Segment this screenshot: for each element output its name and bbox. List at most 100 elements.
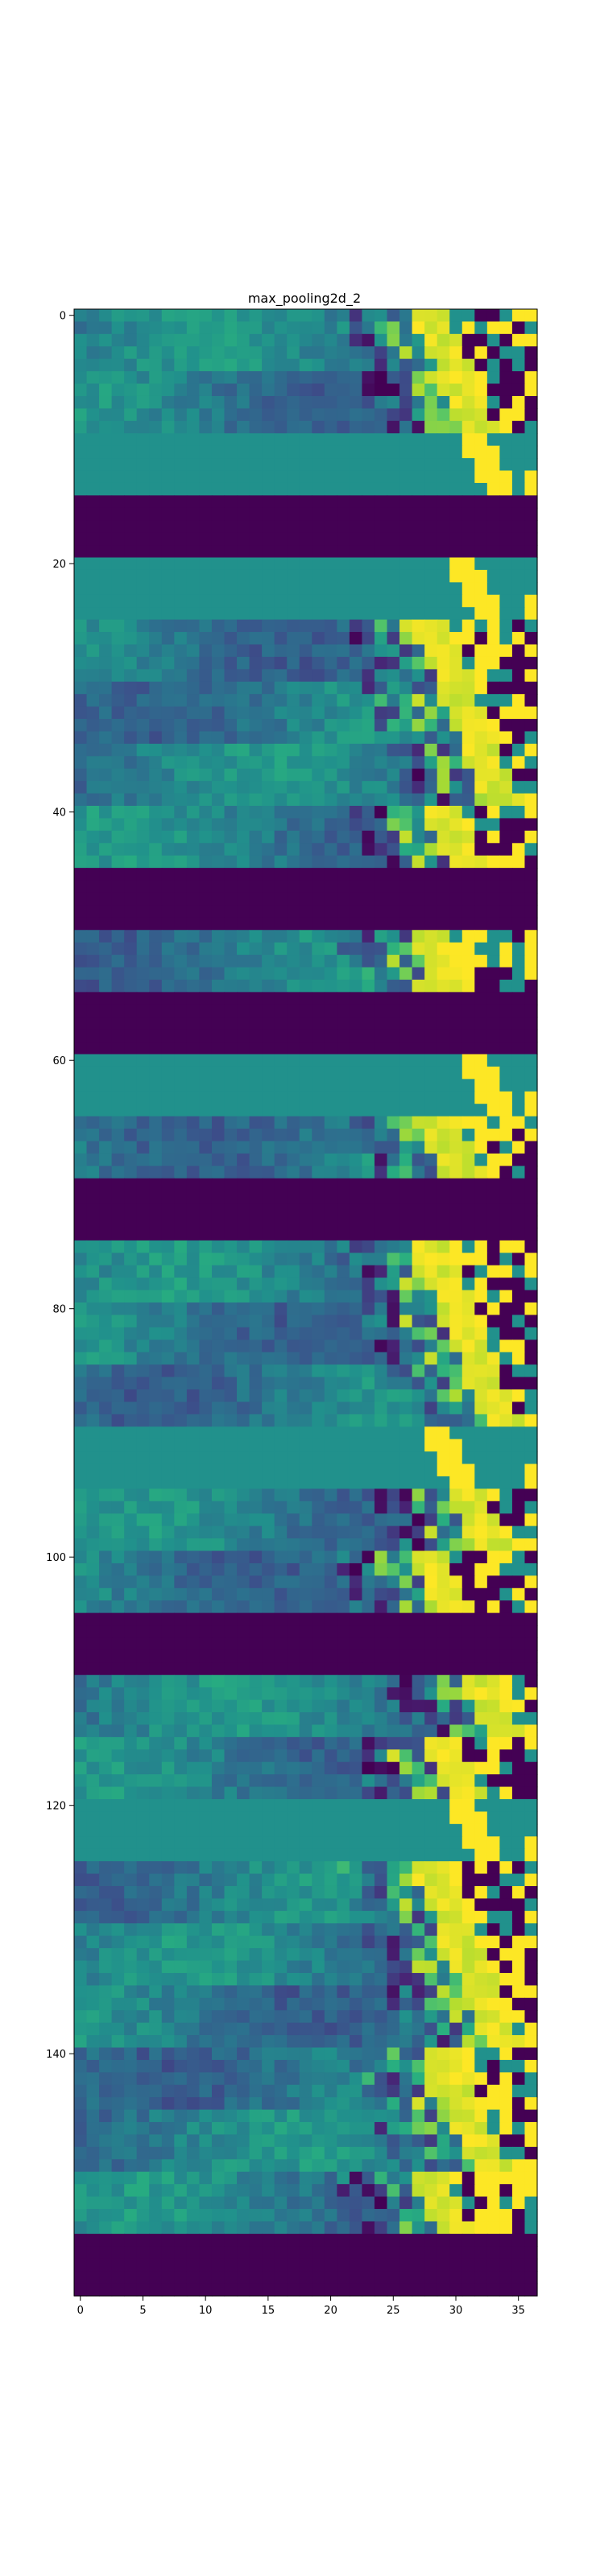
heatmap-cell	[111, 1501, 125, 1514]
heatmap-cell	[412, 1749, 425, 1763]
heatmap-cell	[387, 917, 400, 931]
heatmap-cell	[274, 756, 288, 770]
heatmap-cell	[287, 1079, 300, 1092]
heatmap-cell	[362, 830, 375, 844]
heatmap-cell	[99, 830, 113, 844]
heatmap-cell	[349, 520, 363, 534]
heatmap-cell	[287, 1600, 300, 1614]
heatmap-cell	[174, 1538, 188, 1552]
heatmap-cell	[111, 1340, 125, 1353]
heatmap-cell	[486, 719, 500, 733]
heatmap-cell	[211, 979, 226, 993]
heatmap-cell	[149, 1141, 163, 1154]
heatmap-cell	[199, 1203, 213, 1216]
heatmap-cell	[424, 1625, 438, 1639]
heatmap-cell	[86, 619, 100, 633]
heatmap-cell	[74, 1216, 88, 1229]
heatmap-cell	[312, 992, 325, 1005]
heatmap-cell	[499, 569, 513, 583]
heatmap-cell	[474, 1873, 488, 1887]
heatmap-cell	[524, 482, 538, 496]
heatmap-cell	[161, 1327, 175, 1340]
heatmap-cell	[299, 1426, 312, 1440]
heatmap-cell	[199, 569, 213, 583]
heatmap-cell	[99, 1166, 113, 1179]
heatmap-cell	[249, 1848, 263, 1862]
heatmap-cell	[136, 358, 150, 372]
heatmap-cell	[449, 1116, 463, 1129]
heatmap-cell	[387, 1253, 400, 1266]
heatmap-cell	[249, 1649, 263, 1663]
heatmap-cell	[299, 1563, 312, 1576]
heatmap-cell	[362, 371, 375, 385]
heatmap-cell	[99, 731, 113, 745]
heatmap-cell	[486, 433, 500, 447]
heatmap-cell	[237, 1550, 250, 1564]
heatmap-cell	[461, 818, 475, 832]
heatmap-cell	[224, 1253, 238, 1266]
heatmap-cell	[374, 1004, 388, 1018]
heatmap-cell	[511, 1563, 526, 1576]
heatmap-cell	[362, 1017, 375, 1030]
heatmap-cell	[224, 1066, 238, 1080]
heatmap-cell	[449, 1724, 463, 1738]
heatmap-cell	[424, 1600, 438, 1614]
heatmap-cell	[349, 582, 363, 596]
heatmap-cell	[511, 930, 526, 943]
heatmap-cell	[499, 992, 513, 1005]
heatmap-cell	[312, 1786, 325, 1800]
heatmap-cell	[424, 743, 438, 757]
heatmap-cell	[74, 756, 88, 770]
heatmap-cell	[399, 955, 413, 968]
heatmap-cell	[186, 445, 200, 459]
heatmap-cell	[237, 309, 250, 323]
heatmap-cell	[349, 594, 363, 608]
heatmap-cell	[262, 1538, 275, 1552]
heatmap-cell	[437, 1488, 450, 1502]
heatmap-cell	[349, 1749, 363, 1763]
heatmap-cell	[387, 1637, 400, 1651]
heatmap-cell	[449, 818, 463, 832]
heatmap-cell	[199, 1426, 213, 1440]
heatmap-cell	[136, 433, 150, 447]
heatmap-cell	[111, 1873, 125, 1887]
heatmap-cell	[524, 743, 538, 757]
heatmap-cell	[312, 1265, 325, 1278]
heatmap-cell	[499, 1873, 513, 1887]
heatmap-cell	[387, 1054, 400, 1067]
heatmap-cell	[124, 1141, 138, 1154]
heatmap-cell	[199, 892, 213, 906]
heatmap-cell	[287, 930, 300, 943]
heatmap-cell	[136, 1216, 150, 1229]
heatmap-cell	[437, 1799, 450, 1813]
heatmap-cell	[287, 1377, 300, 1390]
heatmap-cell	[399, 1724, 413, 1738]
heatmap-cell	[424, 1228, 438, 1241]
heatmap-cell	[199, 1786, 213, 1800]
heatmap-cell	[262, 1823, 275, 1837]
heatmap-cell	[524, 1104, 538, 1117]
heatmap-cell	[486, 470, 500, 484]
heatmap-cell	[74, 1948, 88, 1962]
heatmap-cell	[249, 1948, 263, 1962]
heatmap-cell	[399, 768, 413, 782]
heatmap-cell	[362, 1402, 375, 1415]
heatmap-cell	[211, 1327, 226, 1340]
heatmap-cell	[349, 1153, 363, 1166]
heatmap-cell	[161, 321, 175, 335]
heatmap-cell	[161, 1649, 175, 1663]
heatmap-cell	[474, 656, 488, 670]
heatmap-cell	[111, 433, 125, 447]
heatmap-cell	[461, 1054, 475, 1067]
heatmap-cell	[136, 507, 150, 521]
heatmap-cell	[474, 719, 488, 733]
heatmap-cell	[249, 843, 263, 857]
heatmap-cell	[211, 1340, 226, 1353]
heatmap-cell	[461, 756, 475, 770]
heatmap-cell	[511, 1550, 526, 1564]
heatmap-cell	[111, 1811, 125, 1825]
heatmap-cell	[511, 793, 526, 807]
heatmap-cell	[511, 1736, 526, 1750]
heatmap-cell	[499, 532, 513, 546]
heatmap-cell	[362, 1575, 375, 1589]
